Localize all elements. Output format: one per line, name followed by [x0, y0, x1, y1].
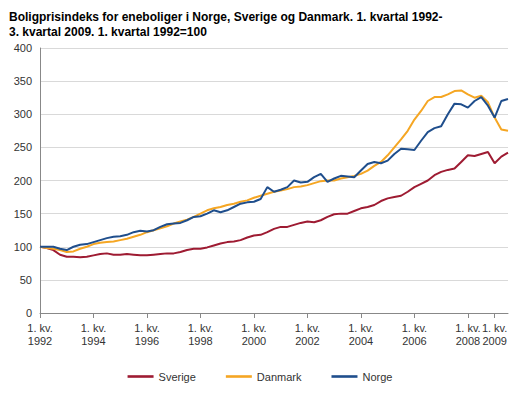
svg-text:1996: 1996: [135, 335, 159, 347]
svg-text:1. kv.: 1. kv.: [402, 322, 427, 334]
svg-text:2002: 2002: [295, 335, 319, 347]
svg-text:Danmark: Danmark: [257, 371, 302, 383]
svg-text:1. kv.: 1. kv.: [295, 322, 320, 334]
svg-text:2009: 2009: [482, 335, 506, 347]
svg-text:2004: 2004: [349, 335, 373, 347]
svg-text:2000: 2000: [242, 335, 266, 347]
svg-text:200: 200: [14, 175, 32, 187]
svg-text:1998: 1998: [188, 335, 212, 347]
svg-text:1. kv.: 1. kv.: [455, 322, 480, 334]
svg-text:2008: 2008: [456, 335, 480, 347]
svg-text:1992: 1992: [28, 335, 52, 347]
svg-text:1. kv.: 1. kv.: [188, 322, 213, 334]
svg-text:150: 150: [14, 208, 32, 220]
svg-text:100: 100: [14, 241, 32, 253]
svg-text:1994: 1994: [81, 335, 105, 347]
svg-text:Boligprisindeks for eneboliger: Boligprisindeks for eneboliger i Norge, …: [9, 10, 442, 24]
svg-text:1. kv.: 1. kv.: [81, 322, 106, 334]
svg-text:1. kv.: 1. kv.: [27, 322, 52, 334]
svg-text:0: 0: [26, 307, 32, 319]
svg-text:250: 250: [14, 141, 32, 153]
svg-text:1. kv.: 1. kv.: [241, 322, 266, 334]
svg-text:1. kv.: 1. kv.: [482, 322, 507, 334]
svg-text:350: 350: [14, 75, 32, 87]
svg-text:Norge: Norge: [362, 371, 392, 383]
svg-text:Sverige: Sverige: [159, 371, 196, 383]
svg-text:1. kv.: 1. kv.: [348, 322, 373, 334]
svg-text:300: 300: [14, 108, 32, 120]
svg-text:50: 50: [20, 274, 32, 286]
svg-text:400: 400: [14, 42, 32, 54]
svg-text:3. kvartal 2009. 1. kvartal 19: 3. kvartal 2009. 1. kvartal 1992=100: [9, 25, 207, 39]
svg-text:2006: 2006: [402, 335, 426, 347]
svg-text:1. kv.: 1. kv.: [134, 322, 159, 334]
